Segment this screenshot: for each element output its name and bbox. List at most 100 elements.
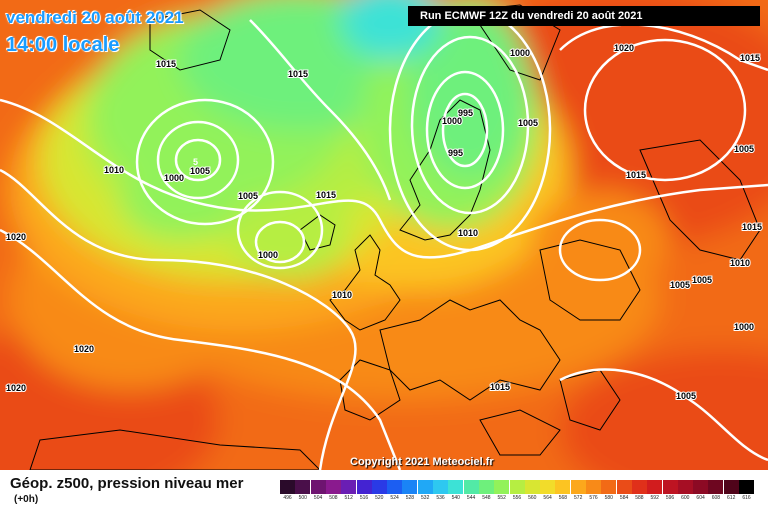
isobar-label: 1000: [164, 173, 184, 183]
legend-value: 608: [711, 495, 721, 501]
legend-swatch: [387, 480, 403, 494]
copyright: Copyright 2021 Meteociel.fr: [350, 456, 494, 468]
legend-value: 512: [344, 495, 353, 501]
isobars: [0, 8, 768, 470]
legend-value: 556: [512, 495, 522, 501]
forecast-offset: (+0h): [14, 494, 39, 505]
legend-value: 540: [451, 495, 460, 501]
isobar-labels: 1015 1015 1010 1005 1000 1005 1000 1015 …: [5, 42, 763, 402]
weather-map: 1015 1015 1010 1005 1000 1005 1000 1015 …: [0, 0, 768, 470]
legend-value: 516: [359, 495, 369, 501]
legend-swatch: [631, 480, 647, 494]
isobar-label: 1020: [614, 43, 634, 53]
isobar-label: 1000: [734, 322, 754, 332]
isobar-label: 1000: [442, 116, 462, 126]
legend-value: 576: [589, 495, 598, 501]
isobar-label: 1010: [104, 165, 124, 175]
legend-swatch: [570, 480, 586, 494]
legend-swatch: [494, 480, 510, 494]
legend-swatch: [647, 480, 663, 494]
legend-value: 596: [665, 495, 675, 501]
isobar-label: 1015: [156, 59, 176, 69]
legend-swatch: [555, 480, 571, 494]
legend-value: 532: [421, 495, 430, 501]
legend-value: 504: [313, 495, 323, 501]
legend-swatch: [448, 480, 464, 494]
legend-swatch: [708, 480, 724, 494]
legend-value: 552: [497, 495, 506, 501]
legend-swatch: [325, 480, 341, 494]
isobar-label: 1020: [6, 383, 26, 393]
isobar-label: 1010: [332, 290, 352, 300]
isobar-label: 1015: [316, 190, 336, 200]
legend-value: 600: [681, 495, 690, 501]
geopotential-field: [0, 0, 768, 470]
color-legend: 496 500 504 508 512 516 520 524 528 532 536 540 544 5…: [280, 480, 760, 506]
legend-swatch: [723, 480, 739, 494]
legend-value: 520: [375, 495, 384, 501]
isobar-label: 1005: [670, 280, 690, 290]
isobar-label: 1020: [6, 232, 26, 242]
legend-value: 500: [298, 495, 307, 501]
legend-value: 568: [558, 495, 568, 501]
isobar-label: 1015: [490, 382, 510, 392]
isobar-label: 995: [448, 148, 463, 158]
isobar-label: 995: [458, 108, 473, 118]
legend-swatch: [371, 480, 387, 494]
legend-swatch: [295, 480, 311, 494]
legend-swatch: [310, 480, 326, 494]
model-run-label: Run ECMWF 12Z du vendredi 20 août 2021: [408, 6, 760, 26]
isobar-label: 1015: [742, 222, 762, 232]
legend-swatch: [417, 480, 433, 494]
isobar-label: 1015: [626, 170, 646, 180]
legend-swatch: [524, 480, 540, 494]
legend-swatch: [601, 480, 617, 494]
forecast-date: vendredi 20 août 2021: [6, 8, 184, 27]
legend-swatch: [341, 480, 357, 494]
isobar-label: 1010: [730, 258, 750, 268]
isobar-label: 1020: [74, 344, 94, 354]
isobar-label: 1005: [676, 391, 696, 401]
legend-swatch: [540, 480, 556, 494]
legend-value: 592: [650, 495, 659, 501]
legend-value: 544: [466, 495, 476, 501]
forecast-time: 14:00 locale: [6, 34, 120, 56]
legend-swatch: [739, 480, 754, 494]
legend-value: 560: [528, 495, 537, 501]
legend-swatch: [478, 480, 494, 494]
legend-value: 604: [696, 495, 705, 501]
legend-value: 616: [742, 495, 751, 501]
legend-value: 496: [283, 495, 292, 501]
legend-swatch: [463, 480, 479, 494]
legend-value: 524: [390, 495, 399, 501]
legend-value: 536: [436, 495, 445, 501]
isobar-label: 1005: [238, 191, 258, 201]
legend-value: 528: [405, 495, 415, 501]
legend-value: 580: [604, 495, 613, 501]
isobar-label: 1005: [518, 118, 538, 128]
isobar-label: 1015: [288, 69, 308, 79]
isobar-label: 1005: [734, 144, 754, 154]
legend-swatch: [280, 480, 295, 494]
isobar-label: 1000: [510, 48, 530, 58]
legend-value: 564: [543, 495, 552, 501]
legend-value: 548: [482, 495, 491, 501]
legend-swatch: [693, 480, 709, 494]
isobar-label: 1000: [258, 250, 278, 260]
legend-swatch: [433, 480, 448, 494]
legend-swatch: [662, 480, 678, 494]
legend-swatch: [402, 480, 418, 494]
pressure-low-marker: 5: [193, 157, 198, 167]
legend-value: 572: [574, 495, 583, 501]
legend-swatch: [616, 480, 632, 494]
legend-value: 612: [727, 495, 736, 501]
isobar-label: 1005: [190, 166, 210, 176]
isobar-label: 1015: [740, 53, 760, 63]
legend-swatch: [586, 480, 601, 494]
legend-value: 584: [619, 495, 629, 501]
isobar-label: 1005: [692, 275, 712, 285]
legend-swatch: [677, 480, 693, 494]
legend-value: 508: [329, 495, 338, 501]
legend-swatch: [509, 480, 525, 494]
coastlines: [29, 4, 761, 470]
